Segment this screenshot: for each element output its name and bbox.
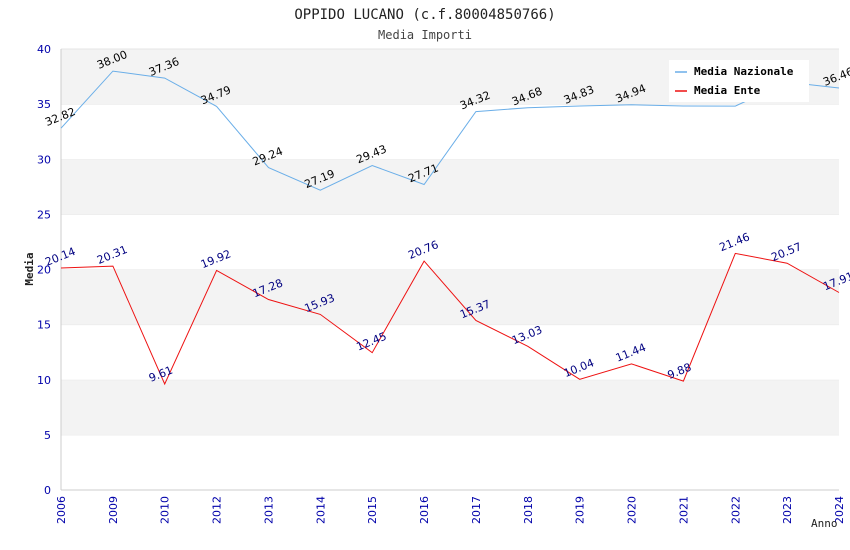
x-tick-label: 2017 <box>470 496 483 524</box>
x-tick-label: 2020 <box>626 496 639 524</box>
y-tick-label: 0 <box>44 484 51 497</box>
x-tick-label: 2024 <box>833 496 846 524</box>
data-point <box>734 105 737 108</box>
data-point <box>267 166 270 169</box>
x-tick-label: 2015 <box>366 496 379 524</box>
data-point <box>682 104 685 107</box>
y-tick-label: 15 <box>37 319 51 332</box>
data-point <box>163 383 166 386</box>
data-point <box>838 291 841 294</box>
y-tick-label: 40 <box>37 43 51 56</box>
x-tick-label: 2009 <box>107 496 120 524</box>
data-point <box>734 252 737 255</box>
series-line-media-ente <box>60 252 840 386</box>
x-tick-label: 2014 <box>314 496 327 524</box>
y-axis-label: Media <box>23 252 36 285</box>
data-point <box>786 262 789 265</box>
legend-label-media-ente: Media Ente <box>694 84 761 97</box>
data-point <box>474 110 477 113</box>
data-point <box>423 183 426 186</box>
x-tick-label: 2023 <box>781 496 794 524</box>
data-point <box>60 127 63 130</box>
x-tick-label: 2010 <box>159 496 172 524</box>
data-point <box>630 362 633 365</box>
data-point <box>163 77 166 80</box>
x-tick-label: 2019 <box>574 496 587 524</box>
y-tick-label: 5 <box>44 429 51 442</box>
grid-band <box>61 379 839 435</box>
x-tick-label: 2016 <box>418 496 431 524</box>
data-point <box>215 105 218 108</box>
x-tick-label: 2021 <box>677 496 690 524</box>
data-point <box>371 351 374 354</box>
grid-band <box>61 104 839 160</box>
x-tick-label: 2022 <box>729 496 742 524</box>
grid-band <box>61 324 839 380</box>
data-point <box>474 319 477 322</box>
data-point <box>526 106 529 109</box>
x-axis-label: Anno <box>811 517 838 530</box>
chart-subtitle: Media Importi <box>378 28 472 42</box>
y-tick-label: 10 <box>37 374 51 387</box>
x-tick-label: 2012 <box>211 496 224 524</box>
y-tick-label: 30 <box>37 153 51 166</box>
data-point <box>371 164 374 167</box>
series-line-media-nazionale <box>60 70 840 191</box>
y-tick-label: 20 <box>37 264 51 277</box>
grid-band <box>61 159 839 215</box>
grid-band <box>61 214 839 270</box>
data-point <box>630 103 633 106</box>
data-point <box>267 298 270 301</box>
y-tick-label: 25 <box>37 208 51 221</box>
data-point <box>578 104 581 107</box>
data-point <box>423 260 426 263</box>
chart-title: OPPIDO LUCANO (c.f.80004850766) <box>294 7 555 23</box>
data-point <box>111 265 114 268</box>
data-point <box>526 345 529 348</box>
y-tick-label: 35 <box>37 98 51 111</box>
data-point <box>838 87 841 90</box>
data-point <box>319 189 322 192</box>
grid-band <box>61 434 839 490</box>
x-tick-label: 2013 <box>262 496 275 524</box>
data-point <box>319 313 322 316</box>
x-tick-label: 2018 <box>522 496 535 524</box>
data-point <box>111 70 114 73</box>
grid-band <box>61 269 839 325</box>
data-point <box>682 380 685 383</box>
legend: Media Nazionale Media Ente <box>669 60 809 102</box>
data-point <box>215 269 218 272</box>
x-tick-label: 2006 <box>55 496 68 524</box>
data-point <box>60 266 63 269</box>
legend-label-media-nazionale: Media Nazionale <box>694 65 794 78</box>
legend-box <box>669 60 809 102</box>
data-point <box>578 378 581 381</box>
